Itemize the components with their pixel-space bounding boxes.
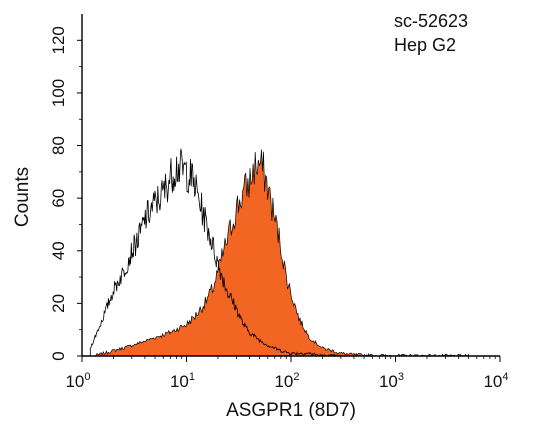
y-tick-label: 100	[49, 79, 68, 107]
y-tick-label: 0	[49, 351, 68, 360]
y-tick-label: 60	[49, 189, 68, 208]
x-tick-label: 101	[170, 371, 195, 391]
y-tick-label: 40	[49, 241, 68, 260]
x-tick-exponent: 2	[293, 371, 299, 383]
x-tick-base: 10	[379, 372, 398, 391]
x-tick-base: 10	[65, 372, 84, 391]
x-tick-label: 102	[274, 371, 299, 391]
y-tick-label: 20	[49, 294, 68, 313]
filled-histogram-layer	[93, 149, 469, 357]
outline-histogram	[89, 148, 342, 357]
outline-histogram-layer	[89, 148, 342, 357]
annotation-catalog-number: sc-52623	[394, 11, 468, 31]
y-tick-label: 120	[49, 26, 68, 54]
x-tick-base: 10	[274, 372, 293, 391]
x-axis-label: ASGPR1 (8D7)	[226, 400, 356, 421]
x-tick-label: 104	[483, 371, 508, 391]
y-tick-label: 80	[49, 136, 68, 155]
x-tick-exponent: 1	[189, 371, 195, 383]
x-tick-exponent: 0	[84, 371, 90, 383]
x-tick-base: 10	[483, 372, 502, 391]
x-tick-exponent: 4	[502, 371, 508, 383]
filled-histogram	[93, 149, 469, 357]
x-tick-exponent: 3	[398, 371, 404, 383]
y-axis-label: Counts	[12, 167, 33, 227]
annotation-cell-line: Hep G2	[394, 35, 456, 55]
x-tick-label: 103	[379, 371, 404, 391]
x-tick-base: 10	[170, 372, 189, 391]
x-tick-label: 100	[65, 371, 90, 391]
